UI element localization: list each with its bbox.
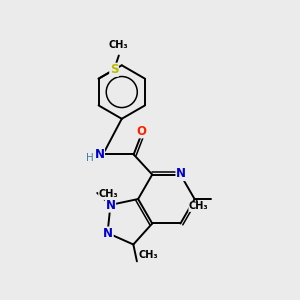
Text: O: O <box>137 125 147 138</box>
Text: CH₃: CH₃ <box>109 40 129 50</box>
Text: N: N <box>94 148 104 161</box>
Text: N: N <box>106 199 116 212</box>
Text: S: S <box>110 63 118 76</box>
Text: H: H <box>86 153 94 163</box>
Text: CH₃: CH₃ <box>189 201 208 212</box>
Text: N: N <box>176 167 186 181</box>
Text: N: N <box>103 227 113 240</box>
Text: CH₃: CH₃ <box>99 190 118 200</box>
Text: CH₃: CH₃ <box>138 250 158 260</box>
